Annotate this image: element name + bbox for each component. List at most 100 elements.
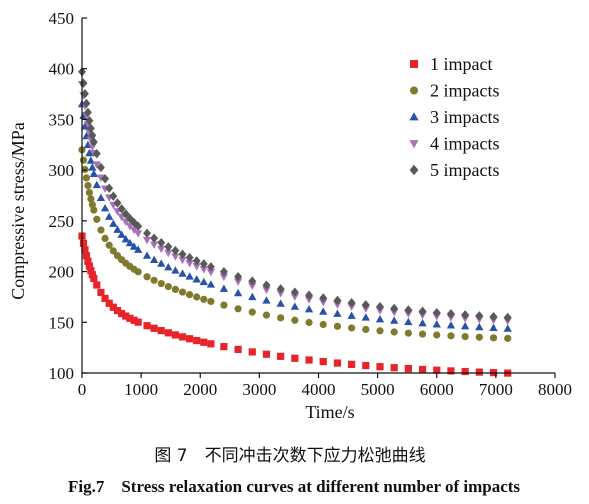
- x-tick-label: 1000: [124, 380, 158, 399]
- data-point: [90, 206, 98, 214]
- data-point: [178, 333, 187, 341]
- data-point: [290, 293, 299, 301]
- data-point: [143, 228, 151, 238]
- data-point: [475, 368, 483, 376]
- data-point: [489, 323, 498, 332]
- data-point: [92, 161, 101, 169]
- data-point: [277, 314, 285, 322]
- legend-label: 3 impacts: [430, 107, 500, 127]
- data-point: [86, 123, 95, 134]
- legend: 1 impact 2 impacts 3 impacts 4 impacts 5 imp…: [409, 54, 500, 180]
- y-tick-label: 450: [49, 9, 75, 28]
- data-point: [362, 361, 370, 370]
- data-point: [117, 204, 126, 214]
- data-point: [85, 148, 94, 157]
- data-point: [81, 165, 89, 174]
- data-point: [97, 288, 105, 297]
- y-tick-label: 250: [49, 212, 75, 231]
- data-point: [390, 364, 398, 372]
- caption-chinese: 图 7 不同冲击次数下应力松弛曲线: [154, 446, 425, 466]
- data-point: [92, 148, 101, 159]
- series-3: [77, 99, 512, 332]
- data-point: [199, 259, 208, 269]
- data-point: [149, 241, 159, 249]
- data-point: [418, 365, 427, 374]
- data-point: [142, 251, 152, 259]
- y-tick-label: 100: [49, 364, 75, 383]
- data-point: [333, 295, 342, 306]
- y-axis-title: Compressive stress/MPa: [8, 122, 28, 300]
- legend-marker: [409, 140, 419, 149]
- data-point: [234, 305, 242, 313]
- data-point: [193, 293, 201, 301]
- data-point: [361, 313, 370, 321]
- data-point: [89, 137, 98, 147]
- data-point: [418, 306, 427, 317]
- data-point: [319, 357, 327, 366]
- data-point: [186, 291, 194, 299]
- data-point: [185, 252, 194, 263]
- legend-item: 2 impacts: [410, 81, 500, 101]
- data-point: [248, 276, 257, 286]
- data-point: [100, 203, 110, 212]
- data-point: [418, 318, 427, 327]
- data-point: [234, 345, 242, 354]
- data-point: [248, 282, 257, 291]
- data-point: [134, 221, 143, 231]
- data-point: [234, 271, 243, 282]
- legend-marker: [409, 112, 419, 121]
- x-tick-label: 0: [78, 380, 87, 399]
- data-point: [178, 269, 187, 277]
- data-point: [192, 275, 201, 283]
- data-point: [262, 350, 271, 358]
- data-point: [433, 366, 441, 374]
- data-point: [171, 285, 180, 294]
- data-point: [291, 354, 299, 362]
- data-point: [117, 230, 126, 238]
- data-point: [290, 287, 299, 297]
- data-point: [290, 302, 299, 310]
- data-point: [113, 225, 122, 233]
- data-point: [262, 280, 271, 290]
- data-point: [150, 233, 159, 243]
- data-point: [390, 303, 399, 314]
- data-point: [171, 245, 180, 256]
- legend-item: 4 impacts: [409, 134, 500, 154]
- data-point: [199, 277, 208, 286]
- data-point: [347, 298, 356, 308]
- data-point: [460, 322, 470, 330]
- data-point: [134, 318, 142, 326]
- data-point: [192, 263, 201, 271]
- data-point: [178, 288, 187, 296]
- x-tick-label: 7000: [479, 380, 513, 399]
- legend-marker: [410, 60, 418, 68]
- y-tick-label: 150: [49, 313, 75, 332]
- data-point: [206, 280, 216, 288]
- data-point: [432, 307, 441, 318]
- data-point: [85, 188, 93, 197]
- data-point: [80, 122, 90, 130]
- data-point: [105, 183, 114, 193]
- data-point: [220, 343, 228, 351]
- data-point: [93, 215, 101, 223]
- y-tick-label: 350: [49, 110, 75, 129]
- data-point: [129, 242, 139, 250]
- data-point: [89, 169, 98, 177]
- data-point: [192, 256, 201, 266]
- x-tick-label: 3000: [242, 380, 276, 399]
- data-point: [150, 276, 158, 284]
- legend-item: 1 impact: [410, 54, 492, 74]
- data-point: [433, 331, 441, 339]
- data-point: [164, 242, 173, 252]
- data-point: [461, 332, 469, 341]
- data-point: [200, 338, 208, 346]
- data-point: [101, 234, 109, 243]
- data-point: [92, 180, 101, 189]
- data-point: [475, 322, 484, 331]
- data-point: [432, 320, 441, 328]
- data-point: [97, 226, 105, 234]
- data-point: [446, 321, 456, 329]
- data-point: [84, 181, 92, 190]
- legend-item: 5 impacts: [409, 160, 500, 180]
